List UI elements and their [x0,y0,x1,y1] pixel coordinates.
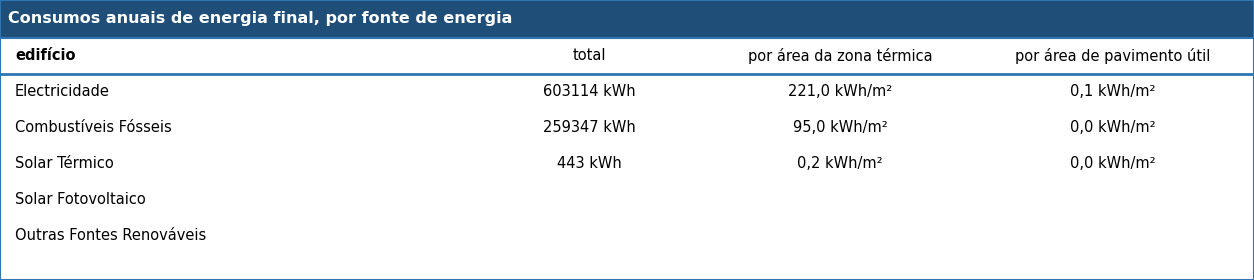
Text: 0,1 kWh/m²: 0,1 kWh/m² [1070,85,1156,99]
Text: edifício: edifício [15,48,75,64]
Text: 95,0 kWh/m²: 95,0 kWh/m² [793,120,888,136]
Text: 221,0 kWh/m²: 221,0 kWh/m² [788,85,893,99]
Text: Solar Térmico: Solar Térmico [15,157,114,171]
Text: 0,0 kWh/m²: 0,0 kWh/m² [1070,157,1156,171]
Text: Solar Fotovoltaico: Solar Fotovoltaico [15,193,145,207]
Text: 0,0 kWh/m²: 0,0 kWh/m² [1070,120,1156,136]
Text: Outras Fontes Renováveis: Outras Fontes Renováveis [15,228,206,244]
Text: 443 kWh: 443 kWh [557,157,622,171]
Text: 0,2 kWh/m²: 0,2 kWh/m² [798,157,883,171]
Bar [0,0,1254,38]
Text: por área da zona térmica: por área da zona térmica [747,48,933,64]
Text: Combustíveis Fósseis: Combustíveis Fósseis [15,120,172,136]
Text: por área de pavimento útil: por área de pavimento útil [1016,48,1210,64]
Text: total: total [573,48,606,64]
Text: 259347 kWh: 259347 kWh [543,120,636,136]
Text: Electricidade: Electricidade [15,85,110,99]
Text: 603114 kWh: 603114 kWh [543,85,636,99]
Text: Consumos anuais de energia final, por fonte de energia: Consumos anuais de energia final, por fo… [8,11,513,27]
